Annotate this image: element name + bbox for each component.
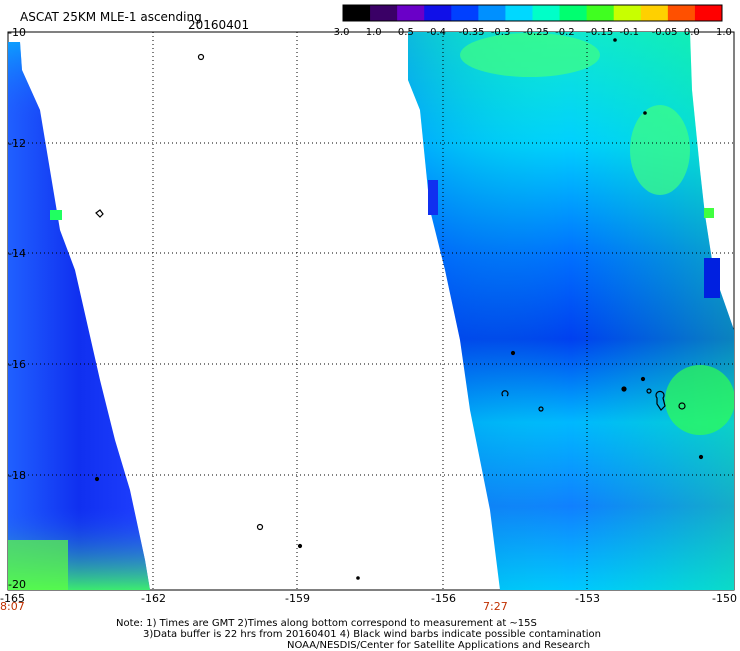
colorbar-tick: -0.3: [490, 27, 511, 38]
lon-label: -156: [431, 592, 456, 605]
colorbar-segment: [505, 5, 533, 21]
colorbar-tick: 1.0: [716, 27, 732, 38]
note-line-3: NOAA/NESDIS/Center for Satellite Applica…: [287, 640, 591, 651]
swath-time-left: 8:07: [0, 600, 25, 613]
lat-label: -18: [8, 469, 26, 482]
colorbar-tick: -0.2: [555, 27, 575, 38]
colorbar-segment: [559, 5, 588, 21]
swath-time-right: 7:27: [483, 600, 508, 613]
colorbar-segment: [667, 5, 696, 21]
colorbar-segment: [424, 5, 452, 21]
colorbar-segment: [640, 5, 669, 21]
colorbar-tick: -0.1: [619, 27, 640, 38]
colorbar-tick: -0.35: [458, 27, 485, 38]
colorbar-segment: [370, 5, 398, 21]
colorbar-segment: [343, 5, 371, 21]
colorbar-tick: -0.25: [523, 27, 549, 38]
chart-date: 20160401: [188, 18, 250, 32]
colorbar-tick: 0.0: [683, 27, 700, 38]
colorbar-tick: -0.4: [426, 27, 447, 38]
colorbar-frame: [342, 4, 723, 22]
colorbar-segment: [478, 5, 506, 21]
note-line-2: 3)Data buffer is 22 hrs from 20160401 4)…: [143, 629, 601, 640]
colorbar-tick: -3.0: [330, 27, 350, 38]
lat-label: -20: [8, 578, 26, 591]
colorbar-segment: [694, 5, 723, 21]
lon-label: -162: [141, 592, 166, 605]
colorbar-segment: [532, 5, 561, 21]
island-outlines: [94, 38, 704, 580]
grid: [8, 32, 734, 590]
lon-label: -165: [0, 592, 25, 605]
note-line-1: Note: 1) Times are GMT 2)Times along bot…: [116, 618, 537, 629]
lat-label: -16: [8, 358, 26, 371]
colorbar: [342, 4, 723, 22]
chart-title: ASCAT 25KM MLE-1 ascending: [20, 10, 202, 24]
colorbar-segment: [586, 5, 615, 21]
lon-label: -153: [575, 592, 600, 605]
colorbar-tick: -1.0: [362, 27, 382, 38]
colorbar-tick: -0.05: [651, 27, 678, 38]
colorbar-segment: [397, 5, 425, 21]
colorbar-tick: -0.15: [587, 27, 614, 38]
lat-label: -14: [8, 247, 26, 260]
lat-label: -12: [8, 137, 26, 150]
colorbar-segment: [451, 5, 479, 21]
lon-label: -159: [285, 592, 310, 605]
lon-label: -150: [712, 592, 737, 605]
colorbar-segment: [613, 5, 642, 21]
colorbar-tick: -0.5: [394, 27, 414, 38]
lat-label: -10: [8, 26, 26, 39]
